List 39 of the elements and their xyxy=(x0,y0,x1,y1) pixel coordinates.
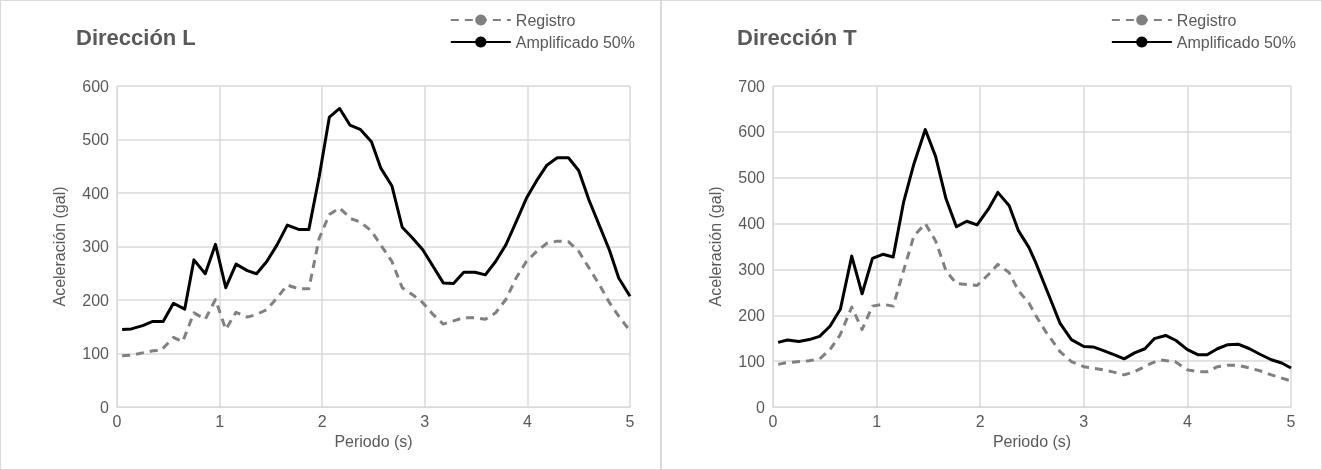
y-tick-label: 300 xyxy=(82,238,110,255)
x-tick-label: 4 xyxy=(522,412,532,430)
legend-label: Amplificado 50% xyxy=(515,33,635,51)
x-tick-label: 3 xyxy=(1079,412,1089,430)
x-tick-label: 2 xyxy=(317,412,327,430)
y-tick-label: 0 xyxy=(756,398,766,416)
y-tick-label: 200 xyxy=(82,291,110,309)
x-tick-label: 1 xyxy=(872,412,882,430)
legend-label: Registro xyxy=(515,11,576,29)
x-tick-label: 0 xyxy=(768,412,778,430)
chart-title: Dirección L xyxy=(76,24,196,50)
y-tick-label: 200 xyxy=(738,306,766,324)
y-tick-label: 600 xyxy=(82,77,110,95)
chart-title: Dirección T xyxy=(737,24,858,50)
x-tick-label: 0 xyxy=(112,412,122,430)
x-tick-label: 5 xyxy=(1286,412,1296,430)
x-tick-label: 4 xyxy=(1182,412,1192,430)
y-axis-title: Aceleración (gal) xyxy=(706,186,724,307)
y-tick-label: 300 xyxy=(738,260,766,278)
x-axis-title: Periodo (s) xyxy=(992,433,1072,451)
y-tick-label: 600 xyxy=(738,123,766,141)
y-tick-label: 400 xyxy=(738,215,766,233)
x-tick-label: 2 xyxy=(975,412,985,430)
y-tick-label: 700 xyxy=(738,77,766,95)
y-axis-title: Aceleración (gal) xyxy=(50,186,68,307)
line-series xyxy=(776,128,1293,370)
y-tick-label: 500 xyxy=(738,169,766,187)
line-series xyxy=(120,106,632,331)
y-tick-label: 400 xyxy=(82,184,110,202)
y-tick-label: 0 xyxy=(100,398,110,416)
y-tick-label: 500 xyxy=(82,131,110,148)
y-tick-label: 100 xyxy=(738,352,766,370)
x-tick-label: 3 xyxy=(420,412,430,430)
legend-label: Registro xyxy=(1176,11,1237,29)
legend-label: Amplificado 50% xyxy=(1176,33,1296,51)
y-tick-label: 100 xyxy=(82,345,110,362)
x-tick-label: 1 xyxy=(215,412,225,430)
x-axis-title: Periodo (s) xyxy=(334,433,413,451)
x-tick-label: 5 xyxy=(625,412,635,430)
